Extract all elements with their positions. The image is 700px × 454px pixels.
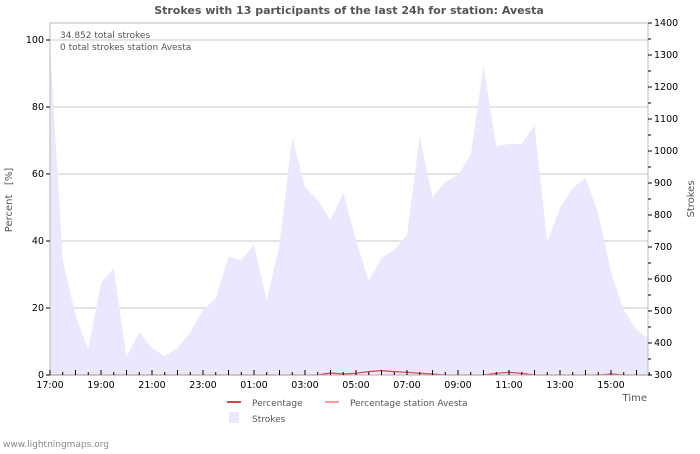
percentage-segment [406,371,420,374]
y-right-tick-label: 500 [654,306,672,317]
y-right-tick-label: 800 [654,210,672,221]
y-left-tick-label: 60 [32,169,44,180]
y-left-tick-label: 100 [26,35,44,46]
x-tick-label: 21:00 [138,380,165,391]
legend: Percentage Percentage station Avesta Str… [227,399,468,425]
y-right-tick-label: 1000 [654,146,678,157]
x-tick-label: 13:00 [546,380,573,391]
strokes-area-path [50,45,648,376]
y-right-tick-label: 300 [654,370,672,381]
legend-swatch-strokes [229,412,239,423]
y-left-tick-label: 0 [38,370,44,381]
percentage-segment [368,370,382,373]
strokes-area [50,45,648,376]
y-left-tick-label: 80 [32,102,44,113]
y-left-tick-label: 40 [32,236,44,247]
x-tick-label: 11:00 [495,380,522,391]
legend-label-percentage: Percentage [252,399,303,409]
y-axis-right-label: Strokes [686,180,697,217]
axes: 0 20 40 60 80 100 300 400 500 600 700 800 900 1000 110… [26,18,678,391]
y-right-tick-label: 600 [654,274,672,285]
y-right-tick-label: 1400 [654,18,678,29]
y-right-tick-label: 1300 [654,50,678,61]
x-tick-label: 17:00 [36,380,63,391]
credit-text: www.lightningmaps.org [3,440,109,450]
x-tick-label: 23:00 [189,380,216,391]
x-tick-label: 15:00 [597,380,624,391]
y-right-tick-label: 1100 [654,114,678,125]
percentage-segment [394,371,408,373]
x-tick-label: 09:00 [444,380,471,391]
x-tick-label: 03:00 [291,380,318,391]
y-right-tick-label: 700 [654,242,672,253]
percentage-segment [381,370,395,373]
y-right-tick-label: 1200 [654,82,678,93]
percentage-segment [496,371,510,374]
y-right-tick-label: 900 [654,178,672,189]
y-left-tick-label: 20 [32,303,44,314]
x-tick-label: 05:00 [342,380,369,391]
chart-title: Strokes with 13 participants of the last… [154,4,544,17]
percentage-segment [343,372,357,375]
x-tick-label: 01:00 [240,380,267,391]
y-right-tick-label: 400 [654,338,672,349]
y-axis-left-label: Percent [%] [4,168,15,233]
legend-label-percentage-station: Percentage station Avesta [350,399,468,409]
percentage-segment [330,372,344,375]
legend-label-strokes: Strokes [252,415,286,425]
percentage-segment [419,372,433,375]
percentage-segment [508,371,522,374]
percentage-segment [355,371,369,374]
x-tick-label: 07:00 [393,380,420,391]
x-axis-label: Time [622,393,647,404]
info-total-strokes: 34.852 total strokes [60,31,150,41]
info-station-strokes: 0 total strokes station Avesta [60,43,191,53]
x-tick-label: 19:00 [87,380,114,391]
